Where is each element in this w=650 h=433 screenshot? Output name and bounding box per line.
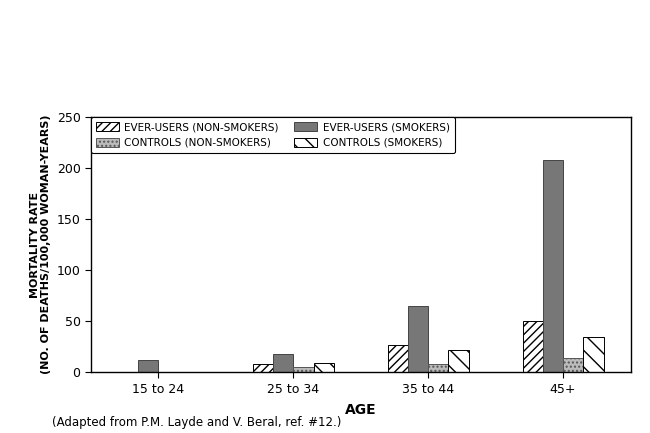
Bar — [138, 360, 159, 372]
Bar — [313, 363, 334, 372]
Text: (Adapted from P.M. Layde and V. Beral, ref. #12.): (Adapted from P.M. Layde and V. Beral, r… — [52, 416, 341, 429]
Bar — [523, 321, 543, 372]
Bar — [583, 336, 604, 372]
Bar — [563, 358, 583, 372]
Bar — [387, 345, 408, 372]
X-axis label: AGE: AGE — [345, 403, 376, 417]
Bar — [253, 364, 273, 372]
Bar — [448, 350, 469, 372]
Y-axis label: MORTALITY RATE
(NO. OF DEATHS/100,000 WOMAN-YEARS): MORTALITY RATE (NO. OF DEATHS/100,000 WO… — [29, 115, 51, 375]
Legend: EVER-USERS (NON-SMOKERS), CONTROLS (NON-SMOKERS), EVER-USERS (SMOKERS), CONTROLS: EVER-USERS (NON-SMOKERS), CONTROLS (NON-… — [91, 117, 455, 153]
Bar — [543, 160, 563, 372]
Bar — [273, 354, 293, 372]
Bar — [293, 367, 313, 372]
Bar — [428, 364, 448, 372]
Bar — [408, 306, 428, 372]
